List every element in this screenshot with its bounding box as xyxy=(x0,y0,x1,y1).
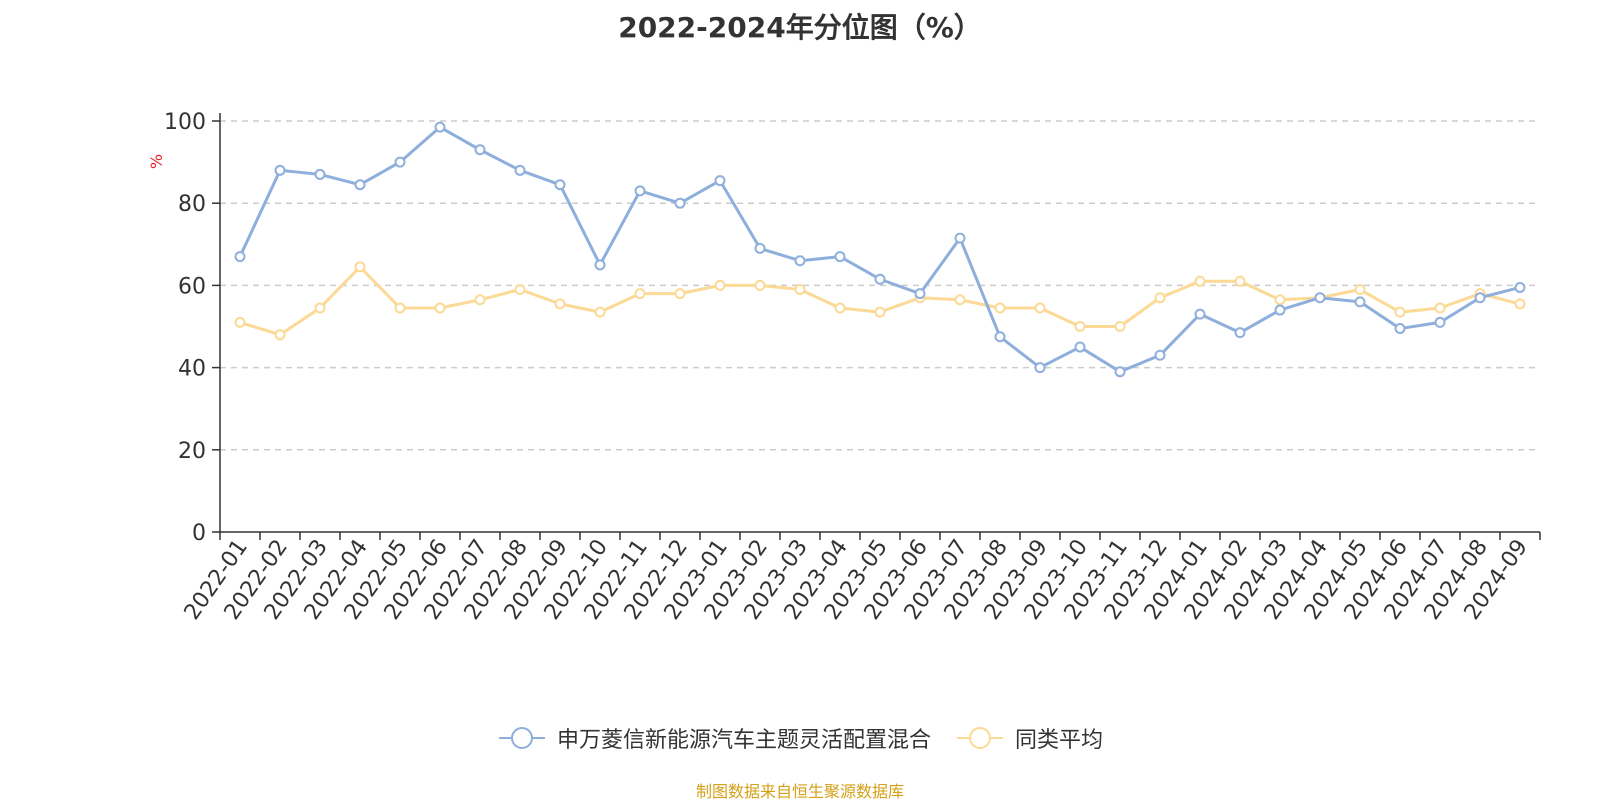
series-1-point xyxy=(474,294,486,306)
y-tick-label: 100 xyxy=(164,110,206,135)
series-0-point xyxy=(274,164,286,176)
series-0-point xyxy=(1194,308,1206,320)
series-0-point xyxy=(1234,327,1246,339)
series-0-point xyxy=(514,164,526,176)
series-1-point xyxy=(834,302,846,314)
series-1-point xyxy=(794,284,806,296)
series-0-point xyxy=(1394,323,1406,335)
series-0-point xyxy=(314,168,326,180)
series-0-point xyxy=(634,185,646,197)
series-0-point xyxy=(954,232,966,244)
series-0-point xyxy=(1074,341,1086,353)
series-1-point xyxy=(1274,294,1286,306)
series-1-point xyxy=(634,288,646,300)
legend-label-fund: 申万菱信新能源汽车主题灵活配置混合 xyxy=(556,728,931,753)
series-1-point xyxy=(274,329,286,341)
series-1-point xyxy=(714,279,726,291)
series-1-point xyxy=(1114,321,1126,332)
series-0-point xyxy=(594,259,606,271)
series-1-point xyxy=(354,261,366,273)
series-0-point xyxy=(434,121,446,133)
series-1-point xyxy=(1354,284,1366,296)
series-0-point xyxy=(1314,292,1326,304)
series-1-point xyxy=(594,306,606,318)
legend-label-average: 同类平均 xyxy=(1015,728,1104,753)
series-1-point xyxy=(314,302,326,314)
series-1-point xyxy=(754,279,766,291)
legend-item-fund[interactable]: 申万菱信新能源汽车主题灵活配置混合 xyxy=(497,722,931,754)
series-0-point xyxy=(1434,316,1446,328)
series-1-point xyxy=(954,294,966,306)
series-0-point xyxy=(914,288,926,300)
series-1-point xyxy=(874,306,886,318)
series-0-point xyxy=(1114,366,1126,378)
y-tick-label: 0 xyxy=(192,521,206,546)
series-0-point xyxy=(474,144,486,156)
series-0-point xyxy=(834,251,846,263)
series-1-point xyxy=(434,302,446,314)
y-tick-label: 20 xyxy=(178,439,206,464)
series-1-point xyxy=(1034,302,1046,314)
series-line-0 xyxy=(238,125,1521,374)
series-0-point xyxy=(554,179,566,191)
series-0-point xyxy=(1474,292,1486,304)
legend-marker-fund xyxy=(498,727,545,749)
legend: 申万菱信新能源汽车主题灵活配置混合 同类平均 xyxy=(0,722,1600,754)
series-1-point xyxy=(1154,292,1166,304)
series-0-point xyxy=(714,175,726,187)
series-1-point xyxy=(1194,275,1206,287)
y-axis-label: % xyxy=(147,154,166,169)
series-1-point xyxy=(394,302,406,314)
y-tick-label: 60 xyxy=(178,274,206,299)
series-1-point xyxy=(674,288,686,300)
series-0-point xyxy=(1154,349,1166,361)
series-0-point xyxy=(1034,362,1046,374)
series-1-point xyxy=(1434,302,1446,314)
series-1-point xyxy=(514,284,526,296)
series-0-point xyxy=(234,251,246,263)
y-tick-label: 40 xyxy=(178,357,206,382)
series-1-point xyxy=(1234,275,1246,287)
series-0-point xyxy=(1514,281,1526,293)
data-source-note: 制图数据来自恒生聚源数据库 xyxy=(695,782,904,801)
series-0-point xyxy=(354,179,366,191)
series-0-point xyxy=(874,273,886,285)
series-1-point xyxy=(234,316,246,328)
series-0-point xyxy=(394,156,406,168)
series-0-point xyxy=(994,331,1006,343)
series-0-point xyxy=(754,242,766,254)
series-0-point xyxy=(1274,304,1286,316)
chart-title: 2022-2024年分位图（%） xyxy=(618,11,982,44)
legend-marker-average xyxy=(957,727,1003,749)
y-tick-label: 80 xyxy=(178,192,206,217)
series-1-point xyxy=(554,298,566,310)
series-1-point xyxy=(1514,298,1526,310)
series-1-point xyxy=(1394,306,1406,318)
legend-item-average[interactable]: 同类平均 xyxy=(955,722,1103,754)
series-1-point xyxy=(994,302,1006,314)
series-1-point xyxy=(1074,321,1086,332)
series-0-point xyxy=(674,197,686,209)
series-0-point xyxy=(1354,296,1366,308)
series-0-point xyxy=(794,255,806,267)
